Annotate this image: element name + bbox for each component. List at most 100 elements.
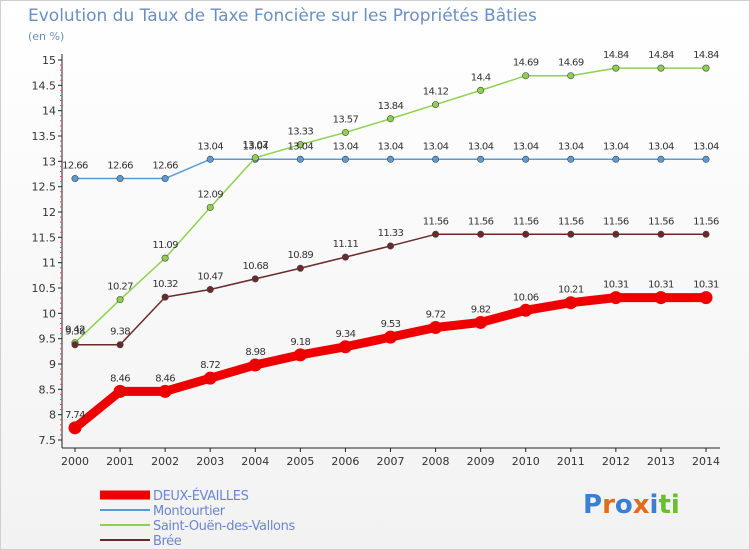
y-tick-label: 13.5 <box>32 130 57 143</box>
data-label: 10.32 <box>152 279 178 290</box>
data-point <box>113 384 127 398</box>
x-tick-label: 2007 <box>377 455 405 468</box>
data-label: 13.04 <box>197 141 223 152</box>
data-label: 7.74 <box>65 410 85 421</box>
data-label: 11.11 <box>333 239 359 250</box>
data-label: 14.4 <box>471 72 491 83</box>
x-tick-label: 2003 <box>196 455 224 468</box>
data-label: 8.72 <box>200 360 220 371</box>
data-label: 10.06 <box>513 292 539 303</box>
y-tick-label: 14 <box>42 105 56 118</box>
data-point <box>251 154 259 162</box>
data-label: 11.56 <box>603 216 629 227</box>
data-label: 8.46 <box>110 373 130 384</box>
y-tick-label: 9 <box>49 358 56 371</box>
data-label: 9.72 <box>426 310 446 321</box>
data-label: 10.68 <box>242 261 268 272</box>
data-point <box>474 315 488 329</box>
data-point <box>699 291 713 305</box>
data-point <box>612 64 620 72</box>
data-point <box>296 155 304 163</box>
logo-letter: i <box>649 490 659 520</box>
data-point <box>564 296 578 310</box>
data-point <box>161 254 169 262</box>
data-label: 11.56 <box>648 216 674 227</box>
logo-letter: r <box>602 490 615 520</box>
x-tick-label: 2005 <box>286 455 314 468</box>
data-label: 13.04 <box>558 141 584 152</box>
data-point <box>68 421 82 435</box>
data-point <box>206 286 214 294</box>
data-label: 14.84 <box>693 50 719 61</box>
data-label: 9.34 <box>335 329 355 340</box>
data-point <box>657 155 665 163</box>
data-point <box>567 72 575 80</box>
data-point <box>519 303 533 317</box>
data-label: 11.56 <box>693 216 719 227</box>
x-tick-label: 2008 <box>422 455 450 468</box>
x-tick-label: 2002 <box>151 455 179 468</box>
y-tick-label: 11.5 <box>32 231 57 244</box>
y-tick-label: 15 <box>42 54 56 67</box>
data-label: 13.33 <box>288 127 314 138</box>
legend-label: DEUX-ÉVAILLES <box>153 488 249 504</box>
data-label: 11.33 <box>378 228 404 239</box>
proxiti-logo: Proxiti <box>583 490 680 520</box>
data-label: 14.69 <box>558 58 584 69</box>
data-point <box>158 384 172 398</box>
logo-letter: P <box>583 490 603 520</box>
data-label: 13.04 <box>242 141 268 152</box>
data-label: 9.42 <box>65 325 85 336</box>
data-label: 10.47 <box>197 272 223 283</box>
y-tick-label: 12.5 <box>32 181 57 194</box>
data-label: 8.98 <box>245 347 265 358</box>
data-point <box>429 321 443 335</box>
x-tick-label: 2011 <box>557 455 585 468</box>
data-label: 14.84 <box>648 50 674 61</box>
data-point <box>293 348 307 362</box>
data-point <box>386 115 394 123</box>
data-point <box>657 64 665 72</box>
data-point <box>341 155 349 163</box>
legend-label: Saint-Ouën-des-Vallons <box>153 519 295 534</box>
data-label: 9.82 <box>471 304 491 315</box>
y-tick-label: 8 <box>49 409 56 422</box>
data-point <box>203 371 217 385</box>
x-tick-label: 2014 <box>692 455 720 468</box>
x-tick-label: 2009 <box>467 455 495 468</box>
y-tick-label: 13 <box>42 155 56 168</box>
data-point <box>477 230 485 238</box>
data-point <box>71 175 79 183</box>
series-line-0 <box>70 293 711 433</box>
data-label: 12.66 <box>152 161 178 172</box>
data-label: 8.46 <box>155 373 175 384</box>
x-tick-label: 2013 <box>647 455 675 468</box>
data-label: 9.38 <box>65 327 85 338</box>
y-tick-label: 14.5 <box>32 79 57 92</box>
chart-title: Evolution du Taux de Taxe Foncière sur l… <box>28 6 537 26</box>
data-point <box>161 175 169 183</box>
data-label: 9.18 <box>290 337 310 348</box>
y-tick-label: 9.5 <box>39 333 57 346</box>
data-point <box>477 155 485 163</box>
data-point <box>567 155 575 163</box>
data-point <box>567 230 575 238</box>
data-point <box>116 175 124 183</box>
logo-letter: x <box>632 490 650 520</box>
data-point <box>296 264 304 272</box>
data-point <box>522 72 530 80</box>
y-tick-label: 8.5 <box>39 383 57 396</box>
x-tick-label: 2001 <box>106 455 134 468</box>
data-point <box>384 330 397 344</box>
data-label: 12.09 <box>197 189 223 200</box>
data-point <box>657 230 665 238</box>
data-point <box>248 358 262 372</box>
data-point <box>654 291 668 305</box>
data-point <box>296 141 304 149</box>
data-label: 13.57 <box>333 114 359 125</box>
y-tick-label: 7.5 <box>39 434 57 447</box>
data-point <box>612 230 620 238</box>
data-point <box>609 291 623 305</box>
